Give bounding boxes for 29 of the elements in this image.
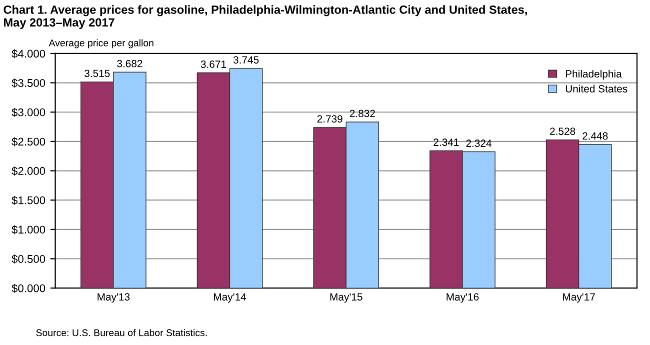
legend-label: United States	[566, 84, 628, 92]
y-tick-label: $1.000	[12, 225, 46, 234]
x-tick-label: May'14	[214, 293, 246, 303]
x-tick-label: May'17	[563, 293, 595, 303]
data-label: 2.448	[582, 132, 608, 140]
data-label: 3.671	[200, 60, 226, 68]
data-label: 2.832	[350, 110, 375, 118]
data-label: 3.745	[233, 56, 259, 64]
data-label: 2.324	[466, 140, 492, 147]
chart-title: Chart 1. Average prices for gasoline, Philadelphia-Wilmington-Atlantic City and United States, May 2013–May 2017	[4, 5, 527, 29]
y-tick-label: $4.000	[12, 49, 46, 58]
source-note: Source: U.S. Bureau of Labor Statistics.	[36, 329, 207, 336]
data-label: 3.682	[117, 60, 142, 68]
x-tick-label: May'16	[446, 293, 479, 303]
y-tick-label: $3.500	[12, 78, 46, 88]
y-tick-label: $0.500	[12, 254, 46, 264]
y-axis-title: Average price per gallon	[48, 39, 154, 48]
y-tick-label: $0.000	[12, 284, 46, 293]
x-tick-label: May'15	[330, 293, 362, 303]
y-tick-label: $2.000	[12, 166, 46, 176]
data-label: 2.528	[550, 128, 576, 135]
y-tick-label: $3.000	[12, 108, 46, 117]
legend-label: Philadelphia	[566, 70, 622, 80]
x-tick-label: May'13	[98, 293, 130, 303]
y-tick-label: $1.500	[12, 196, 46, 205]
data-label: 2.739	[317, 115, 342, 123]
data-label: 2.341	[434, 138, 459, 146]
y-tick-label: $2.500	[12, 137, 46, 146]
data-label: 3.515	[84, 70, 110, 78]
